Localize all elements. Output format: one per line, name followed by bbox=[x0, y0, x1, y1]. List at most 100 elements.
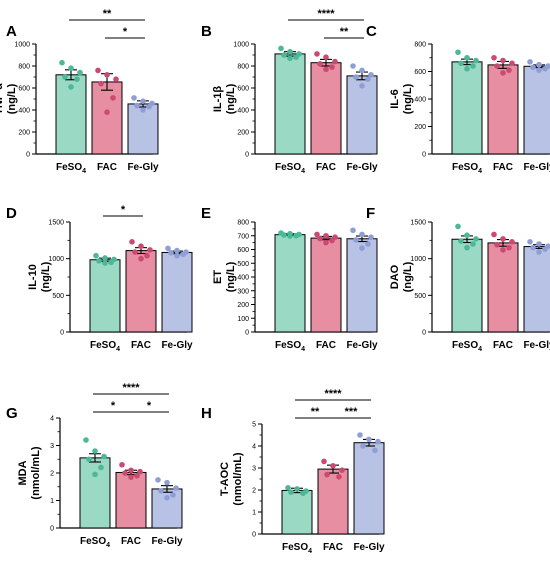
data-point bbox=[281, 52, 287, 58]
data-point bbox=[330, 463, 336, 469]
x-category-label: FAC bbox=[97, 162, 117, 173]
x-category-label-subscript: 4 bbox=[478, 168, 482, 175]
y-tick-label: 0 bbox=[26, 152, 30, 159]
bar-feso4 bbox=[451, 61, 483, 155]
data-point bbox=[536, 241, 542, 247]
data-point bbox=[132, 249, 138, 255]
data-point bbox=[168, 250, 174, 256]
y-tick-label: 1 bbox=[50, 498, 54, 505]
data-point bbox=[68, 65, 74, 71]
data-point bbox=[144, 252, 150, 259]
data-point bbox=[314, 231, 320, 238]
y-axis-label-line: (nmol/mL) bbox=[232, 452, 244, 505]
panel-letter: H bbox=[201, 405, 212, 422]
data-point bbox=[542, 246, 548, 252]
y-axis-label: MDA(nmol/mL) bbox=[17, 446, 42, 499]
y-axis-label: IL-1β(ng/L) bbox=[212, 83, 237, 114]
data-point bbox=[170, 492, 176, 498]
data-point bbox=[470, 241, 476, 247]
data-point bbox=[458, 60, 464, 67]
y-axis-label-line: DAO bbox=[389, 264, 401, 289]
y-tick-label: 0 bbox=[422, 330, 426, 337]
data-point bbox=[464, 65, 470, 72]
data-point bbox=[102, 255, 108, 261]
data-point bbox=[530, 64, 536, 71]
y-tick-label: 200 bbox=[237, 130, 249, 137]
data-point bbox=[323, 232, 329, 239]
data-point bbox=[59, 59, 65, 66]
data-point bbox=[104, 72, 110, 78]
data-point bbox=[174, 252, 180, 259]
y-tick-label: 100 bbox=[237, 316, 249, 323]
data-point bbox=[134, 472, 140, 479]
data-point bbox=[86, 456, 92, 463]
panel-letter: A bbox=[6, 23, 17, 40]
data-point bbox=[500, 57, 506, 64]
significance-label: **** bbox=[317, 8, 335, 20]
y-axis-label: IL-6(ng/L) bbox=[389, 83, 414, 114]
bar-fe-gly bbox=[523, 65, 550, 155]
bar-fac bbox=[487, 242, 519, 333]
y-axis-label-line: (ng/L) bbox=[6, 83, 18, 114]
x-category-label: FeSO4 bbox=[80, 536, 110, 549]
x-category-label: FeSO4 bbox=[282, 542, 312, 555]
x-category-label-text: FeSO bbox=[452, 162, 478, 173]
data-point bbox=[464, 54, 470, 61]
data-point bbox=[62, 74, 68, 80]
y-axis-label-line: T-AOC bbox=[219, 462, 231, 496]
y-tick-label: 1000 bbox=[48, 256, 64, 263]
data-point bbox=[473, 236, 479, 242]
data-point bbox=[506, 244, 512, 251]
data-point bbox=[368, 72, 374, 78]
y-axis-label-line: IL-1β bbox=[212, 86, 224, 113]
data-point bbox=[359, 83, 365, 89]
data-point bbox=[128, 467, 134, 474]
significance-label: ** bbox=[103, 8, 112, 20]
x-category-label-subscript: 4 bbox=[106, 542, 110, 549]
y-tick-label: 1000 bbox=[14, 42, 30, 49]
y-tick-label: 200 bbox=[18, 130, 30, 137]
data-point bbox=[527, 239, 533, 245]
y-tick-label: 3 bbox=[50, 443, 54, 450]
x-category-label: Fe-Gly bbox=[346, 162, 378, 173]
data-point bbox=[138, 243, 144, 249]
data-point bbox=[98, 80, 104, 87]
y-axis-label-line: (ng/L) bbox=[402, 261, 414, 292]
data-point bbox=[491, 231, 497, 238]
y-tick-label: 800 bbox=[18, 64, 30, 71]
data-point bbox=[365, 241, 371, 247]
y-tick-label: 600 bbox=[237, 86, 249, 93]
data-point bbox=[293, 232, 299, 239]
y-tick-label: 800 bbox=[414, 42, 426, 49]
y-axis-label: IL-10(ng/L) bbox=[27, 261, 52, 292]
y-tick-label: 0 bbox=[60, 330, 64, 337]
x-category-label-text: FeSO bbox=[452, 340, 478, 351]
data-point bbox=[147, 247, 153, 253]
bar-feso4 bbox=[89, 259, 121, 333]
data-point bbox=[455, 49, 461, 56]
y-tick-label: 600 bbox=[18, 86, 30, 93]
y-tick-label: 0 bbox=[50, 526, 54, 533]
data-point bbox=[350, 227, 356, 234]
y-tick-label: 1000 bbox=[233, 42, 249, 49]
y-tick-label: 200 bbox=[414, 124, 426, 131]
x-category-label: FAC bbox=[316, 162, 336, 173]
x-category-label-subscript: 4 bbox=[478, 346, 482, 353]
x-category-label: FAC bbox=[316, 340, 336, 351]
data-point bbox=[155, 477, 161, 483]
panel-letter: G bbox=[6, 405, 18, 422]
data-point bbox=[323, 54, 329, 60]
x-category-label-text: FeSO bbox=[275, 340, 301, 351]
x-category-label: FAC bbox=[121, 536, 141, 547]
x-category-label: Fe-Gly bbox=[127, 162, 159, 173]
data-point bbox=[365, 76, 371, 82]
panel-letter: E bbox=[201, 205, 211, 222]
data-point bbox=[300, 490, 306, 497]
y-tick-label: 800 bbox=[237, 64, 249, 71]
data-point bbox=[509, 239, 515, 245]
y-axis-label: DAO(ng/L) bbox=[389, 261, 414, 292]
x-category-label-text: FeSO bbox=[56, 162, 82, 173]
y-axis-label-line: (ng/L) bbox=[402, 83, 414, 114]
significance-label: **** bbox=[122, 382, 140, 394]
